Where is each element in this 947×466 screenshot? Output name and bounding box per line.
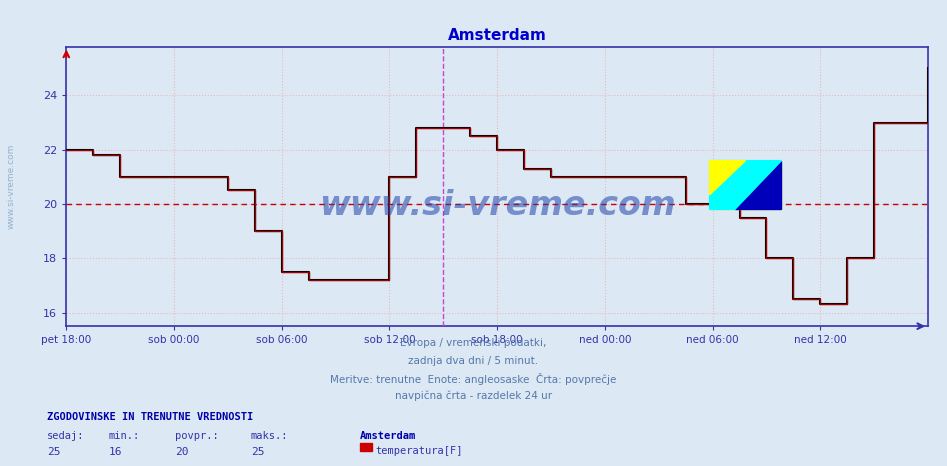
Text: zadnja dva dni / 5 minut.: zadnja dva dni / 5 minut. — [408, 356, 539, 365]
Text: ZGODOVINSKE IN TRENUTNE VREDNOSTI: ZGODOVINSKE IN TRENUTNE VREDNOSTI — [47, 412, 254, 422]
Text: povpr.:: povpr.: — [175, 431, 219, 441]
Text: Evropa / vremenski podatki,: Evropa / vremenski podatki, — [401, 338, 546, 348]
Text: www.si-vreme.com: www.si-vreme.com — [319, 190, 675, 222]
Text: www.si-vreme.com: www.si-vreme.com — [7, 144, 16, 229]
Text: 20: 20 — [175, 447, 188, 457]
Text: temperatura[F]: temperatura[F] — [375, 446, 462, 456]
Polygon shape — [709, 161, 745, 195]
Text: min.:: min.: — [109, 431, 140, 441]
Text: 25: 25 — [251, 447, 264, 457]
Text: Amsterdam: Amsterdam — [360, 431, 416, 441]
Polygon shape — [709, 161, 781, 210]
Text: 25: 25 — [47, 447, 61, 457]
Text: sedaj:: sedaj: — [47, 431, 85, 441]
Text: Meritve: trenutne  Enote: angleosaske  Črta: povprečje: Meritve: trenutne Enote: angleosaske Črt… — [331, 373, 616, 385]
Bar — [709, 161, 781, 210]
Text: maks.:: maks.: — [251, 431, 289, 441]
Text: 16: 16 — [109, 447, 122, 457]
Polygon shape — [735, 161, 781, 210]
Title: Amsterdam: Amsterdam — [448, 27, 546, 43]
Text: navpična črta - razdelek 24 ur: navpična črta - razdelek 24 ur — [395, 391, 552, 402]
